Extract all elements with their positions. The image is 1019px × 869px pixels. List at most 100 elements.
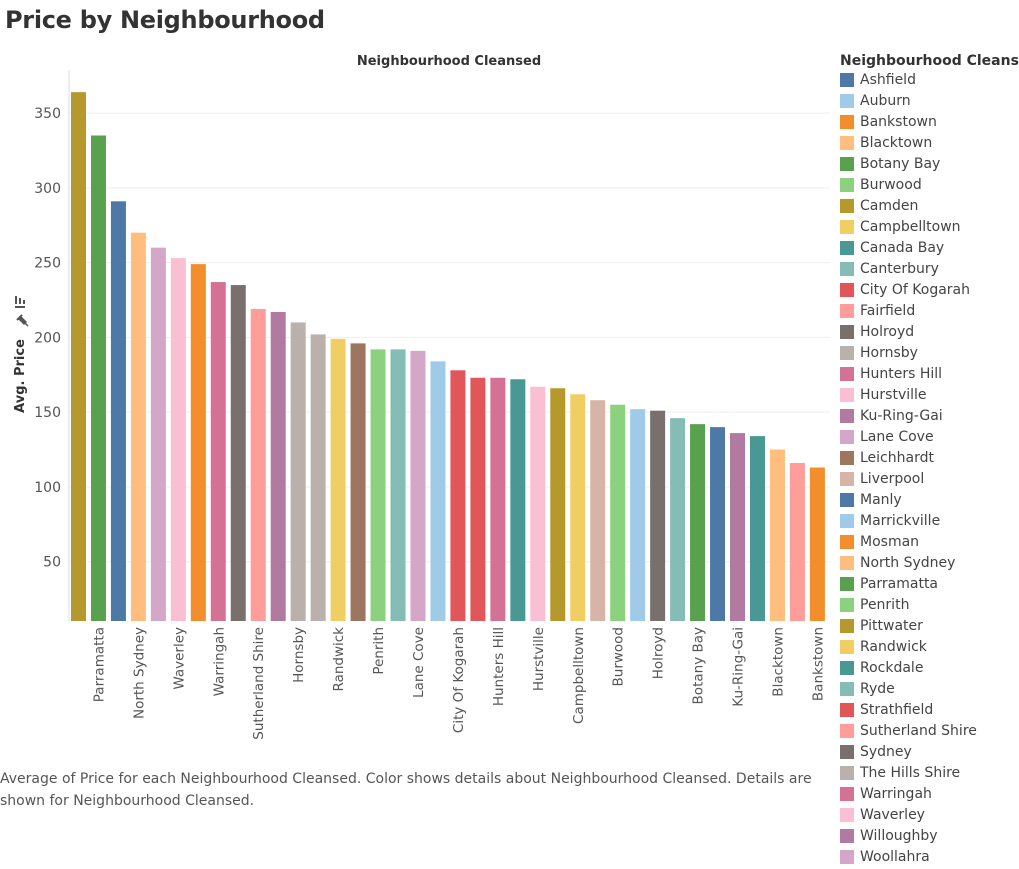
bar-auburn[interactable] — [630, 409, 646, 621]
bar-waverley[interactable] — [170, 258, 186, 621]
legend-item[interactable]: Lane Cove — [840, 427, 1018, 448]
bar-canada-bay[interactable] — [749, 436, 765, 621]
legend-item[interactable]: Blacktown — [840, 133, 1018, 154]
bar-willoughby[interactable] — [270, 311, 286, 621]
legend-label: Sydney — [860, 744, 912, 760]
bar-hurstville[interactable] — [530, 386, 546, 621]
legend-item[interactable]: Woollahra — [840, 847, 1018, 868]
legend-item[interactable]: Manly — [840, 490, 1018, 511]
legend-item[interactable]: Hurstville — [840, 385, 1018, 406]
legend-swatch — [840, 493, 854, 507]
legend-label: Sutherland Shire — [860, 723, 977, 739]
x-tick-label: Botany Bay — [691, 627, 707, 704]
legend-item[interactable]: Campbelltown — [840, 217, 1018, 238]
bar-bankstown[interactable] — [809, 467, 825, 621]
legend-item[interactable]: North Sydney — [840, 553, 1018, 574]
legend-item[interactable]: Sutherland Shire — [840, 721, 1018, 742]
bar-strathfield[interactable] — [470, 377, 486, 621]
legend-item[interactable]: Parramatta — [840, 574, 1018, 595]
bar-holroyd[interactable] — [650, 410, 666, 621]
legend-item[interactable]: Marrickville — [840, 511, 1018, 532]
bar-ku-ring-gai[interactable] — [730, 433, 746, 621]
bar-lane-cove[interactable] — [410, 350, 426, 621]
bar-penrith[interactable] — [370, 349, 386, 621]
bar-fairfield[interactable] — [789, 463, 805, 621]
bar-manly[interactable] — [110, 201, 126, 621]
bar-sydney[interactable] — [230, 285, 246, 621]
bar-hornsby[interactable] — [290, 322, 306, 621]
legend-item[interactable]: Sydney — [840, 742, 1018, 763]
x-tick-label: Ku-Ring-Gai — [731, 627, 747, 707]
legend-label: Willoughby — [860, 828, 938, 844]
bar-sutherland-shire[interactable] — [250, 308, 266, 621]
legend-label: City Of Kogarah — [860, 282, 971, 298]
legend-item[interactable]: Burwood — [840, 175, 1018, 196]
x-tick-label: Hornsby — [291, 627, 307, 683]
bar-burwood[interactable] — [610, 404, 626, 621]
chart-header: Neighbourhood Cleansed — [357, 54, 541, 69]
legend-item[interactable]: Ryde — [840, 679, 1018, 700]
y-axis-title[interactable]: Avg. Price — [13, 296, 29, 413]
legend-label: Manly — [860, 492, 902, 508]
legend-item[interactable]: Hornsby — [840, 343, 1018, 364]
bar-woollahra[interactable] — [150, 247, 166, 622]
legend-item[interactable]: City Of Kogarah — [840, 280, 1018, 301]
bar-camden[interactable] — [550, 388, 566, 621]
bar-canterbury[interactable] — [670, 418, 686, 621]
legend-label: North Sydney — [860, 555, 956, 571]
bar-marrickville[interactable] — [430, 361, 446, 621]
legend-item[interactable]: Ashfield — [840, 70, 1018, 91]
pin-icon — [16, 314, 29, 327]
legend-item[interactable]: Botany Bay — [840, 154, 1018, 175]
legend-swatch — [840, 157, 854, 171]
bar-campbelltown[interactable] — [570, 394, 586, 621]
legend-item[interactable]: Waverley — [840, 805, 1018, 826]
x-tick-label: Warringah — [211, 627, 227, 696]
bar-pittwater[interactable] — [71, 92, 86, 621]
legend-item[interactable]: Willoughby — [840, 826, 1018, 847]
legend-title: Neighbourhood Cleansed — [840, 53, 1019, 69]
legend-item[interactable]: Canterbury — [840, 259, 1018, 280]
bar-leichhardt[interactable] — [350, 343, 366, 621]
bar-botany-bay[interactable] — [690, 424, 706, 621]
bar-liverpool[interactable] — [590, 400, 606, 621]
legend-item[interactable]: Warringah — [840, 784, 1018, 805]
bar-mosman[interactable] — [190, 264, 206, 621]
bar-warringah[interactable] — [210, 282, 226, 621]
bar-rockdale[interactable] — [510, 379, 526, 621]
bar-parramatta[interactable] — [90, 135, 106, 621]
legend-label: Holroyd — [860, 324, 915, 340]
legend-item[interactable]: Randwick — [840, 637, 1018, 658]
legend-item[interactable]: Rockdale — [840, 658, 1018, 679]
legend-swatch — [840, 724, 854, 738]
legend-item[interactable]: Bankstown — [840, 112, 1018, 133]
legend-item[interactable]: Hunters Hill — [840, 364, 1018, 385]
bar-randwick[interactable] — [330, 338, 346, 621]
legend-item[interactable]: Holroyd — [840, 322, 1018, 343]
legend-swatch — [840, 766, 854, 780]
legend-item[interactable]: Strathfield — [840, 700, 1018, 721]
legend-swatch — [840, 136, 854, 150]
legend-item[interactable]: Mosman — [840, 532, 1018, 553]
legend-item[interactable]: Canada Bay — [840, 238, 1018, 259]
bar-hunters-hill[interactable] — [490, 377, 506, 621]
bar-north-sydney[interactable] — [130, 232, 146, 621]
legend-swatch — [840, 73, 854, 87]
bar-the-hills-shire[interactable] — [310, 334, 326, 621]
legend-item[interactable]: Auburn — [840, 91, 1018, 112]
bar-blacktown[interactable] — [769, 449, 785, 621]
bar-ashfield[interactable] — [710, 427, 726, 621]
legend-item[interactable]: The Hills Shire — [840, 763, 1018, 784]
legend-item[interactable]: Camden — [840, 196, 1018, 217]
legend-item[interactable]: Liverpool — [840, 469, 1018, 490]
legend-label: Ashfield — [860, 72, 916, 88]
legend-swatch — [840, 598, 854, 612]
legend-item[interactable]: Ku-Ring-Gai — [840, 406, 1018, 427]
legend-item[interactable]: Leichhardt — [840, 448, 1018, 469]
bar-ryde[interactable] — [390, 349, 406, 621]
legend-item[interactable]: Pittwater — [840, 616, 1018, 637]
bar-city-of-kogarah[interactable] — [450, 370, 466, 621]
legend-item[interactable]: Penrith — [840, 595, 1018, 616]
legend-label: Bankstown — [860, 114, 937, 130]
legend-item[interactable]: Fairfield — [840, 301, 1018, 322]
